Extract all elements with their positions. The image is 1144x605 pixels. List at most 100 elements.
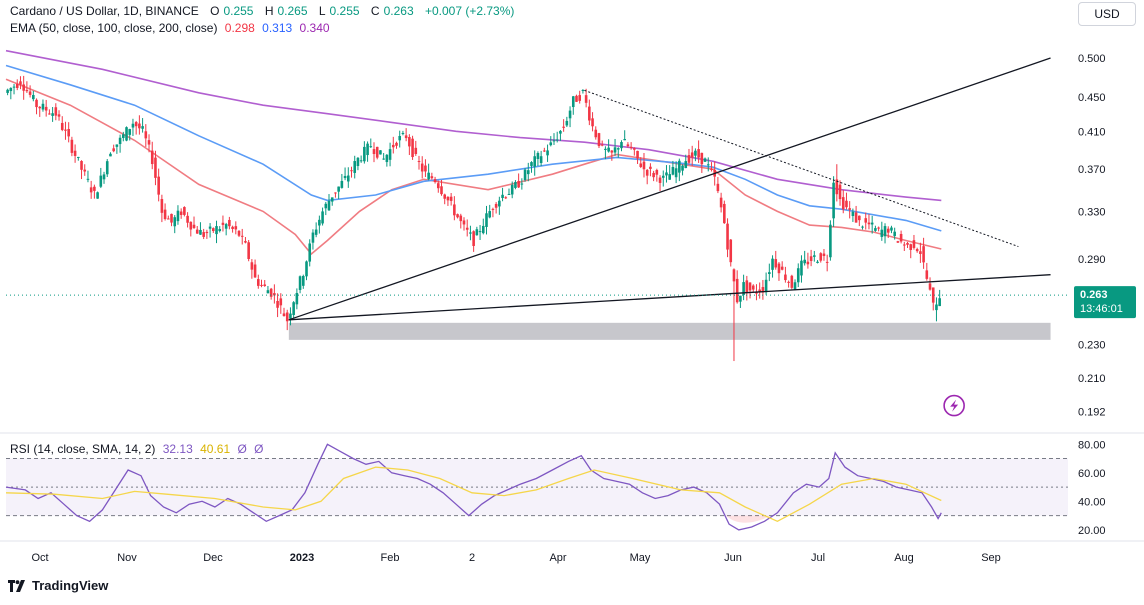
candle [591,112,594,132]
candle-body [774,259,778,268]
candle [504,196,508,200]
candle [144,124,148,147]
candle [199,222,202,235]
candle [102,171,106,184]
event-icon-bolt [950,399,959,412]
candle [858,215,861,227]
candle [240,228,244,245]
currency-button[interactable]: USD [1078,2,1136,26]
candle [594,126,598,140]
price-chart-svg[interactable]: 0.500 0.450 0.410 0.370 0.330 0.290 0.230 0.210… [0,0,1144,575]
candle [385,154,389,167]
candle-body [186,215,189,223]
candle [588,99,591,126]
candle-body [899,233,903,242]
candle [54,103,58,121]
ema-label: EMA (50, close, 100, close, 200, close) [10,21,218,35]
candle [906,241,909,249]
candle-body [449,196,453,201]
candle-body [575,95,578,102]
candle [909,243,913,259]
candle [694,148,697,162]
ohlc-low-key: L [318,4,326,18]
candle-body [25,89,29,92]
candle [398,130,402,148]
candle [539,150,543,167]
candle-body [282,313,286,317]
candle-body [488,211,492,218]
candle-body [234,226,238,230]
candle [925,262,929,281]
candle-body [825,261,829,263]
candle-body [93,186,96,191]
candle [777,262,781,281]
candle-body [250,262,254,270]
candle-body [83,169,87,172]
candle-body [758,289,761,293]
candle [861,225,864,230]
candle [35,98,38,115]
candle [138,115,141,135]
candle [427,163,430,181]
candle [571,95,575,115]
candle-body [64,129,67,131]
candle [363,141,366,164]
candle-body [363,146,366,162]
candle-body [896,241,900,243]
candle-body [536,152,540,160]
candle [787,280,790,288]
candle [67,122,70,143]
candle [77,156,80,161]
candle-body [308,243,312,262]
candle [935,297,938,322]
candle-body [803,259,806,264]
x-tick-label: Jul [811,552,825,564]
candle-body [523,169,527,181]
candle [131,118,135,136]
candle-body [620,142,623,149]
ohlc-high: H 0.265 [265,4,312,18]
candle [60,116,64,132]
y-tick-label: 0.230 [1078,340,1106,352]
candle-body [649,166,652,169]
candle [19,76,22,90]
candle [665,165,668,183]
x-tick-label: Apr [549,552,566,564]
candle-body [57,114,61,117]
candle-body [761,287,765,293]
candle [597,132,601,149]
candle-body [215,226,218,235]
candle [607,139,610,153]
candle [488,204,492,219]
candle-body [465,227,469,230]
ema-legend[interactable]: EMA (50, close, 100, close, 200, close) … [10,21,334,35]
candle-body [665,172,668,176]
candle-body [67,129,70,137]
candle-body [160,199,164,213]
candle [353,155,357,179]
candle [494,202,498,214]
candle [105,159,109,178]
candle [761,279,765,300]
candle [433,176,437,184]
candle [459,213,463,229]
candle-body [584,95,588,103]
candle [710,162,713,172]
candle-body [822,253,826,257]
candle [629,142,633,150]
candle [584,88,588,108]
candle [80,160,83,180]
candle [864,212,868,230]
candle-body [15,83,19,88]
symbol-title[interactable]: Cardano / US Dollar, 1D, BINANCE [10,4,199,18]
candle [825,254,829,272]
rsi-legend[interactable]: RSI (14, close, SMA, 14, 2) 32.13 40.61 … [10,442,268,456]
candle [642,152,646,178]
candle [931,287,935,311]
tradingview-brand[interactable]: TradingView [8,578,108,593]
candle [446,196,450,206]
candle-body [655,169,659,175]
candle-body [350,170,353,172]
candle [748,282,752,299]
candle-body [883,226,887,237]
